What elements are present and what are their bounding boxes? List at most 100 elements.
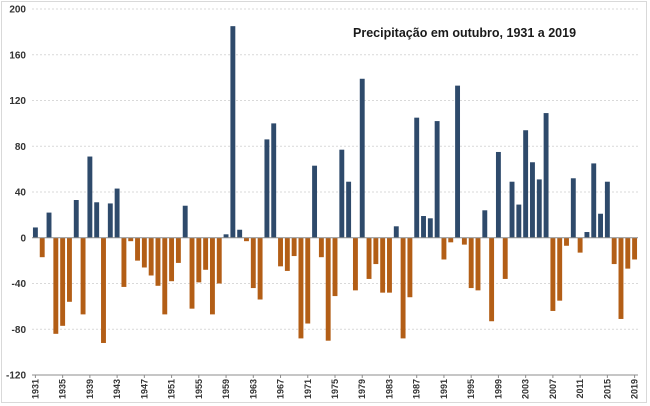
bar-1970	[298, 237, 304, 339]
bar-2001	[509, 181, 515, 238]
bar-1962	[244, 237, 249, 242]
bar-1953	[182, 205, 188, 238]
bar-1995	[468, 237, 474, 289]
bar-2011	[577, 237, 583, 253]
x-tick-label: 1979	[357, 379, 367, 399]
bar-1980	[366, 237, 372, 279]
bar-2009	[564, 237, 569, 246]
bar-1936	[67, 237, 72, 302]
bar-1994	[461, 237, 467, 245]
bar-1969	[291, 237, 297, 257]
bar-1985	[400, 237, 406, 339]
bar-1956	[203, 237, 209, 270]
bar-1943	[114, 188, 120, 238]
bar-1991	[441, 237, 447, 260]
bar-1984	[393, 226, 399, 238]
bar-1988	[421, 216, 426, 238]
bar-1996	[475, 237, 481, 291]
bar-1942	[107, 203, 113, 238]
x-axis-ticks: 1931 1935 1939 1943 1947 1951 1955 1959 1963 1967…	[30, 375, 640, 399]
x-tick-label: 2003	[521, 379, 531, 399]
bar-1986	[407, 237, 413, 298]
y-tick-label: -120	[6, 371, 26, 382]
chart-title: Precipitação em outubro, 1931 a 2019	[353, 26, 576, 40]
bar-1973	[318, 237, 324, 258]
x-tick-label: 1971	[303, 379, 313, 399]
x-tick-label: 1983	[384, 379, 394, 399]
bar-1963	[250, 237, 256, 289]
bar-1961	[237, 229, 243, 238]
x-tick-label: 1987	[412, 379, 422, 399]
bar-1997	[482, 210, 488, 238]
bar-1954	[189, 237, 195, 309]
bar-2019	[632, 237, 638, 260]
x-tick-label: 1947	[139, 379, 149, 399]
x-tick-label: 1931	[30, 379, 40, 399]
bar-1982	[380, 237, 386, 293]
bar-1951	[169, 237, 175, 282]
bar-1957	[209, 237, 215, 315]
bar-1946	[135, 237, 140, 261]
bar-1998	[489, 237, 495, 322]
bar-1960	[230, 26, 236, 238]
bar-1972	[312, 165, 318, 238]
x-tick-label: 1999	[493, 379, 503, 399]
bar-2014	[598, 213, 603, 238]
x-tick-label: 1967	[276, 379, 286, 399]
bar-1932	[39, 237, 45, 258]
bar-2016	[611, 237, 617, 265]
bar-1941	[101, 237, 106, 343]
bar-2013	[591, 163, 597, 238]
y-tick-label: 0	[20, 233, 26, 244]
bar-1979	[359, 78, 365, 238]
x-tick-label: 2019	[630, 379, 640, 399]
x-tick-label: 1963	[248, 379, 258, 399]
bar-1959	[223, 234, 229, 238]
bar-1964	[257, 237, 263, 300]
bar-2002	[516, 204, 522, 238]
bar-1976	[339, 149, 345, 238]
bar-2010	[570, 178, 576, 238]
bar-2018	[625, 237, 631, 269]
bar-1952	[175, 237, 181, 263]
bar-1955	[196, 237, 202, 283]
y-axis-ticks: -120 -80 -40 0 40 80 120 160 200	[6, 5, 26, 382]
bar-1989	[427, 218, 433, 238]
bar-2007	[550, 237, 556, 311]
bar-1965	[264, 139, 270, 238]
y-tick-label: -80	[12, 325, 27, 336]
x-tick-label: 2011	[575, 379, 585, 399]
bar-1977	[346, 181, 352, 238]
x-tick-label: 1935	[58, 379, 68, 399]
x-tick-label: 2015	[602, 379, 612, 399]
x-tick-label: 1955	[194, 379, 204, 399]
x-tick-label: 1995	[466, 379, 476, 399]
x-tick-label: 1943	[112, 379, 122, 399]
bar-1975	[332, 237, 338, 297]
bar-1983	[387, 237, 392, 293]
bar-1958	[216, 237, 222, 284]
bar-1948	[148, 237, 154, 276]
x-tick-label: 2007	[548, 379, 558, 399]
bar-1981	[373, 237, 379, 265]
bar-1968	[284, 237, 290, 271]
bar-1993	[455, 85, 461, 238]
bar-2006	[543, 113, 549, 238]
bar-1978	[352, 237, 358, 291]
bar-2003	[523, 130, 529, 238]
y-tick-label: 200	[9, 5, 26, 16]
bar-1931	[32, 227, 38, 238]
bar-1933	[46, 212, 52, 238]
bar-1987	[414, 117, 420, 238]
bar-1992	[448, 237, 454, 243]
x-tick-label: 1975	[330, 379, 340, 399]
y-tick-label: 120	[9, 96, 26, 107]
bar-2000	[502, 237, 508, 279]
bar-2015	[604, 181, 610, 238]
bar-2012	[584, 232, 590, 238]
bar-1940	[94, 202, 100, 238]
x-tick-label: 1951	[167, 379, 177, 399]
y-tick-label: 40	[15, 188, 27, 199]
bar-1999	[495, 151, 501, 238]
